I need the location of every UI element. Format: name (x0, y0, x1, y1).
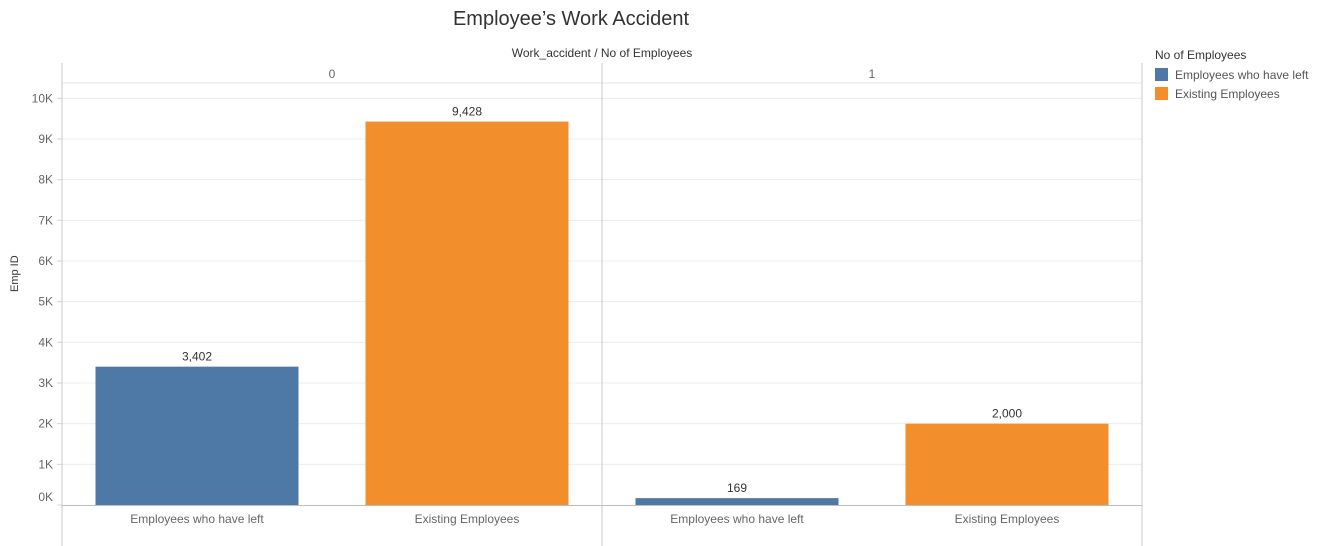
y-tick-label: 9K (38, 132, 53, 146)
x-tick-label: Existing Employees (955, 512, 1060, 526)
data-label: 9,428 (452, 105, 482, 119)
bar (365, 121, 569, 505)
data-label: 3,402 (182, 350, 212, 364)
legend-swatch (1155, 87, 1168, 100)
y-tick-label: 2K (38, 417, 53, 431)
y-tick-label: 7K (38, 213, 53, 227)
y-tick-label: 0K (38, 490, 53, 504)
x-tick-label: Existing Employees (415, 512, 520, 526)
bar (635, 498, 839, 505)
legend-title: No of Employees (1155, 48, 1247, 62)
chart-title: Employee’s Work Accident (452, 8, 690, 30)
data-label: 169 (727, 481, 747, 495)
legend[interactable]: No of Employees Employees who have left … (1155, 48, 1308, 103)
legend-label: Employees who have left (1175, 67, 1309, 82)
y-tick-label: 3K (38, 376, 53, 390)
y-tick-label: 10K (32, 91, 53, 105)
panel-header-label: 1 (869, 67, 876, 81)
bar (905, 423, 1109, 505)
y-tick-label: 8K (38, 173, 53, 187)
y-tick-label: 5K (38, 295, 53, 309)
chart-plot: 0K 1K 2K 3K 4K 5K 6K 7K 8K 9K 10K 0 3,402 Employees w… (32, 63, 1143, 546)
legend-label: Existing Employees (1175, 86, 1280, 101)
panel-header-label: 0 (329, 67, 336, 81)
y-tick-label: 4K (38, 335, 53, 349)
bar (95, 366, 299, 505)
legend-item-existing[interactable]: Existing Employees (1155, 84, 1308, 103)
y-tick-label: 1K (38, 457, 53, 471)
column-header: Work_accident / No of Employees (511, 46, 693, 60)
data-label: 2,000 (992, 407, 1022, 421)
y-tick-label: 6K (38, 254, 53, 268)
legend-swatch (1155, 68, 1168, 81)
x-tick-label: Employees who have left (670, 512, 804, 526)
legend-item-left[interactable]: Employees who have left (1155, 65, 1308, 84)
x-tick-label: Employees who have left (130, 512, 264, 526)
